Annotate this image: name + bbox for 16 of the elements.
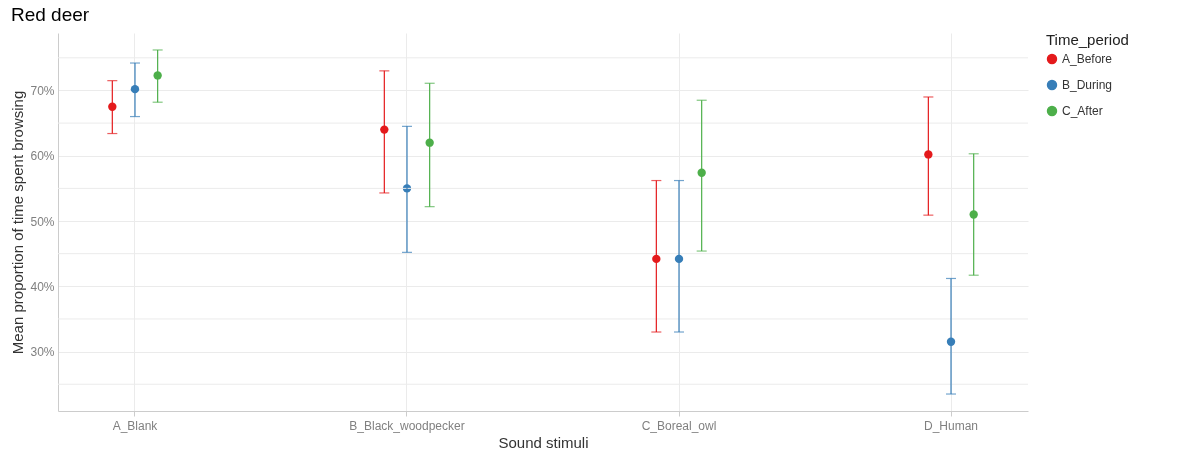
legend-label: C_After: [1062, 104, 1103, 118]
legend-label: B_During: [1062, 78, 1113, 92]
x-tick-label: B_Black_woodpecker: [349, 418, 465, 433]
y-tick-label: 40%: [30, 279, 55, 294]
y-tick-label: 60%: [30, 149, 55, 164]
y-tick-label: 70%: [30, 83, 55, 98]
y-tick-label: 30%: [30, 345, 55, 360]
x-tick-label: C_Boreal_owl: [641, 418, 717, 433]
y-tick-label: 50%: [30, 214, 55, 229]
x-tick-label: D_Human: [924, 418, 979, 433]
x-axis-title: Sound stimuli: [498, 433, 589, 451]
chart-title: Red deer: [10, 4, 90, 25]
x-tick-label: A_Blank: [112, 418, 159, 433]
legend-title: Time_period: [1046, 31, 1129, 48]
y-axis-title: Mean proportion of time spent browsing: [9, 90, 27, 355]
legend-label: A_Before: [1062, 52, 1113, 66]
